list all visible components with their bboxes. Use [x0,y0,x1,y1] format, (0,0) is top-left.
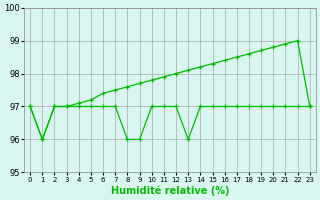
X-axis label: Humidité relative (%): Humidité relative (%) [111,185,229,196]
